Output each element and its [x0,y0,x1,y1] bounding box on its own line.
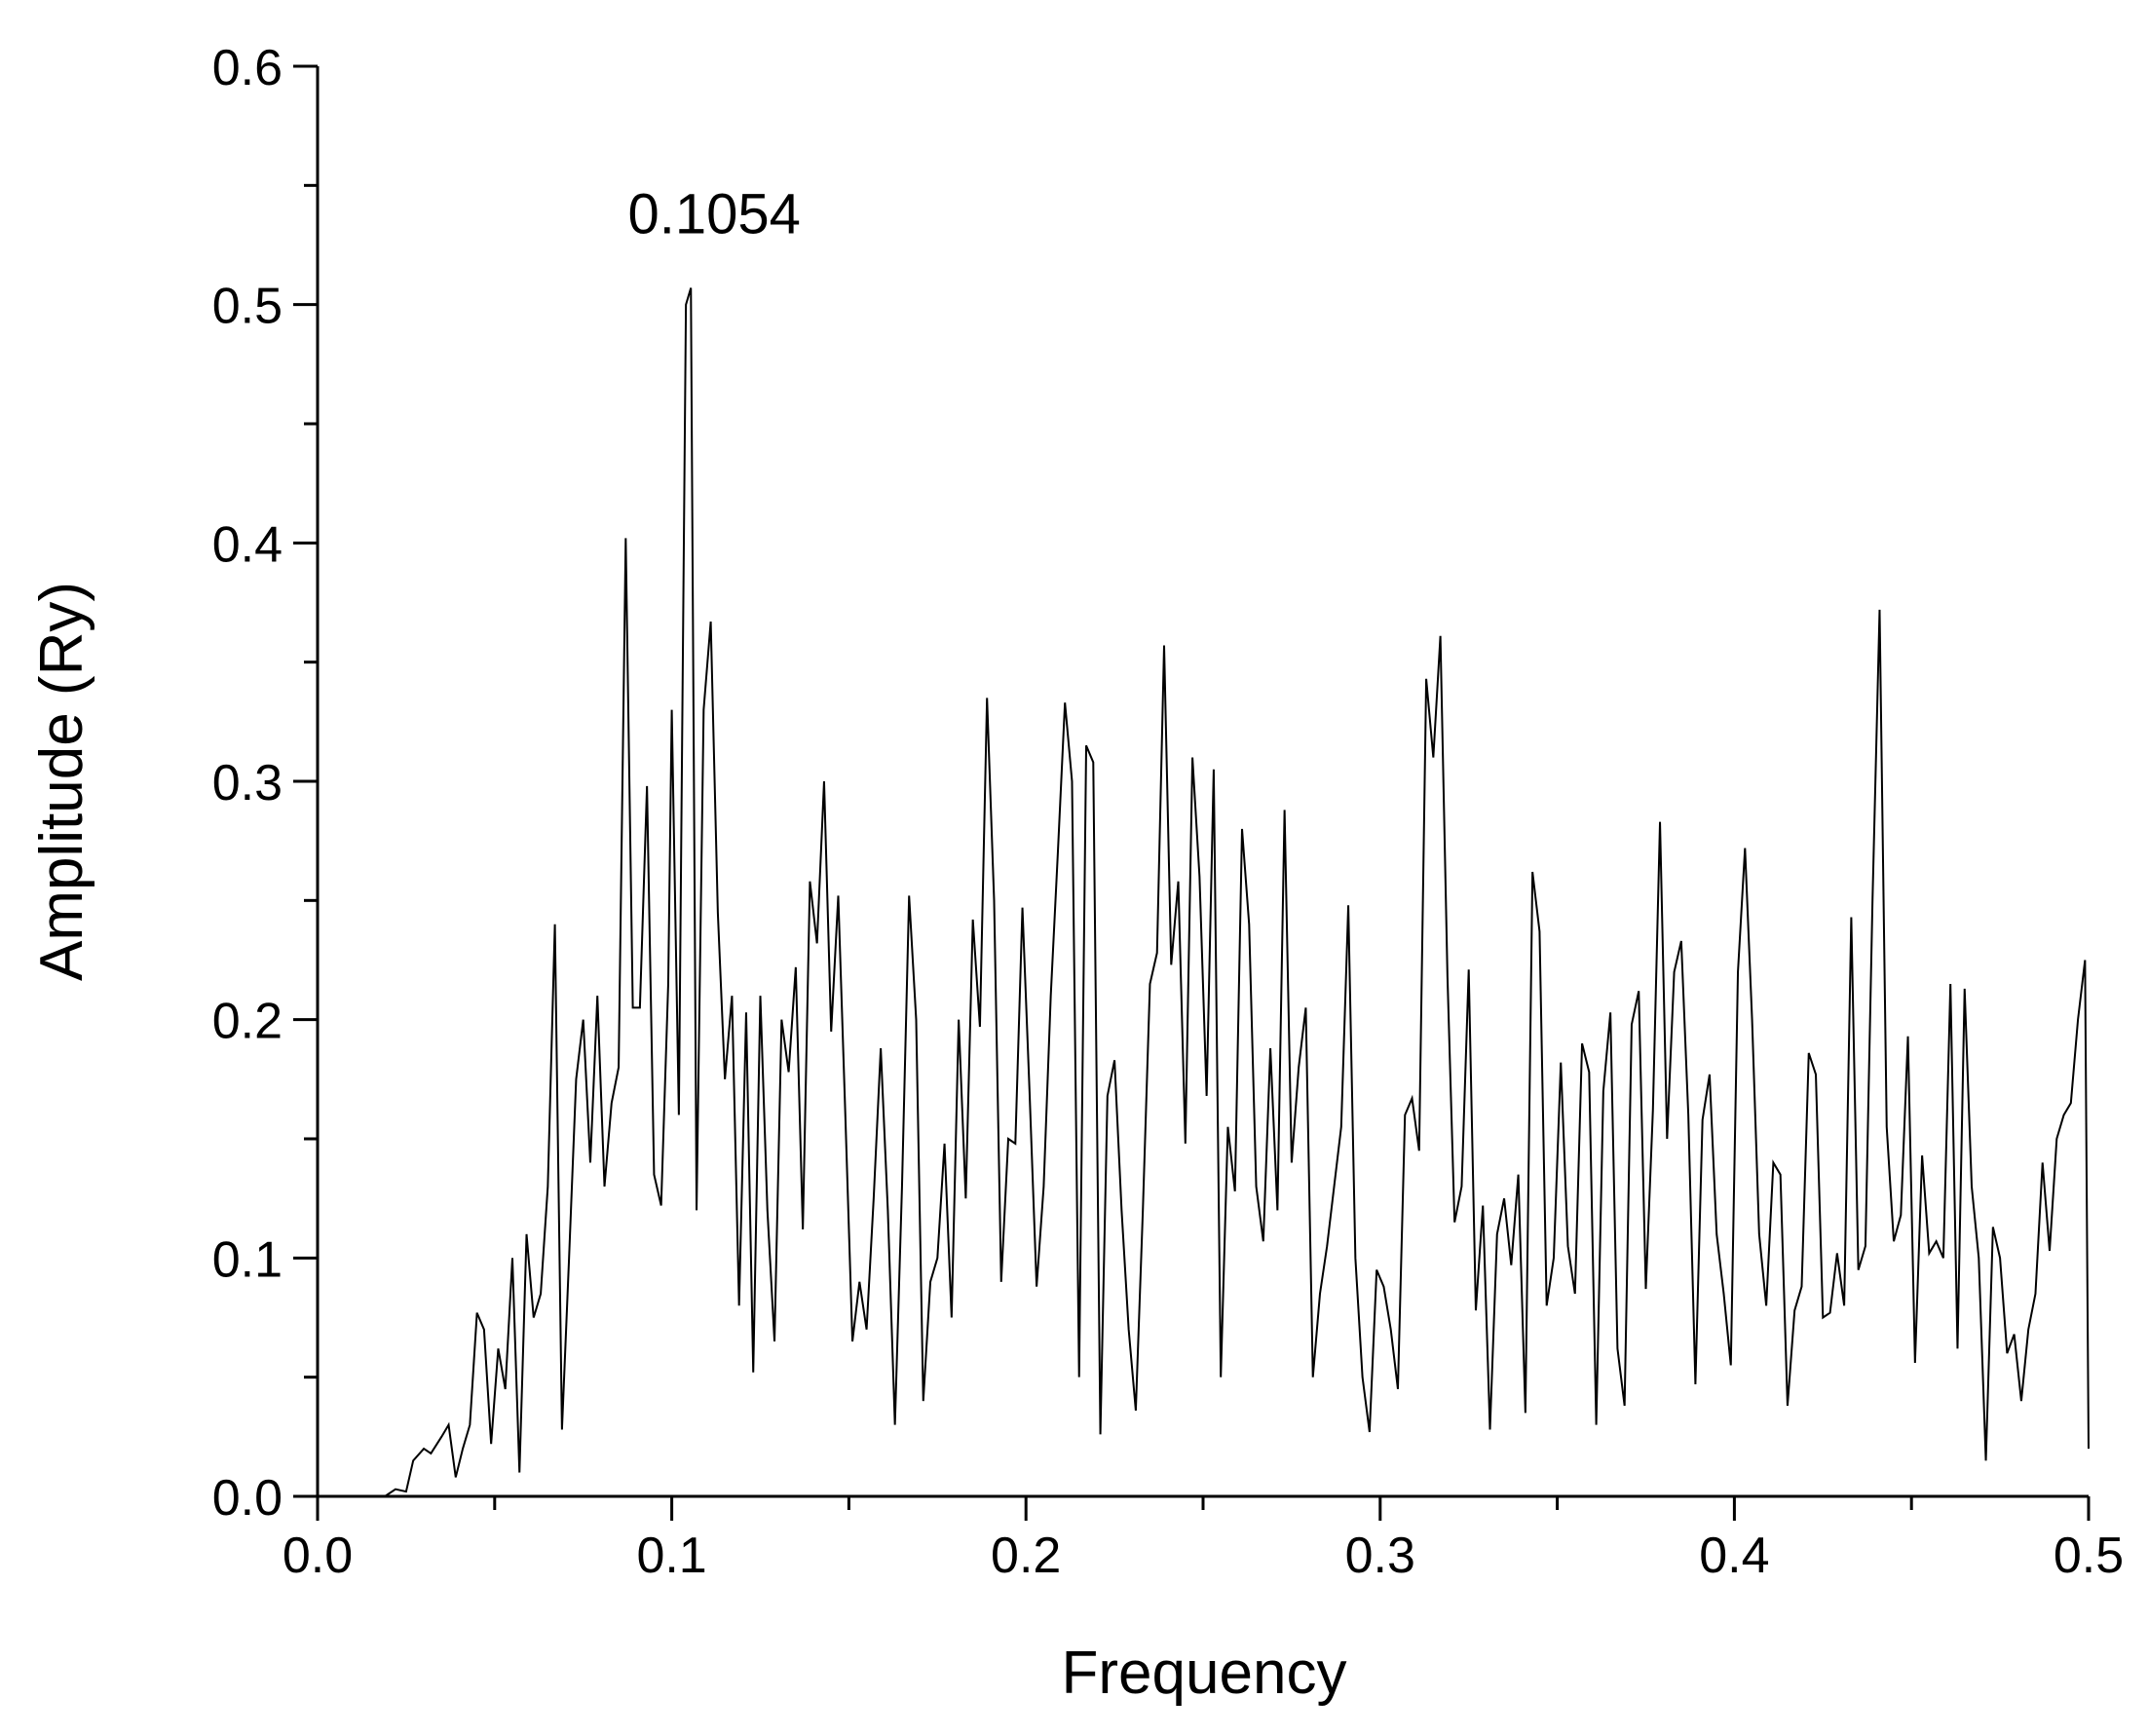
x-tick-label: 0.2 [991,1528,1061,1584]
x-axis-title: Frequency [1062,1640,1347,1707]
x-tick-label: 0.5 [2054,1528,2124,1584]
x-tick-label: 0.1 [636,1528,706,1584]
y-tick-label: 0.1 [212,1231,283,1288]
y-tick-label: 0.3 [212,755,283,811]
x-tick-label: 0.3 [1345,1528,1415,1584]
y-tick-label: 0.4 [212,516,283,573]
y-axis-title: Amplitude (Ry) [28,582,95,981]
x-tick-label: 0.4 [1699,1528,1769,1584]
y-tick-label: 0.0 [212,1470,283,1527]
x-tick-label: 0.0 [283,1528,353,1584]
data-line [384,287,2090,1497]
annotation: 0.1054 [628,183,801,246]
y-tick-label: 0.2 [212,994,283,1050]
y-tick-label: 0.6 [212,40,283,96]
y-tick-label: 0.5 [212,279,283,335]
